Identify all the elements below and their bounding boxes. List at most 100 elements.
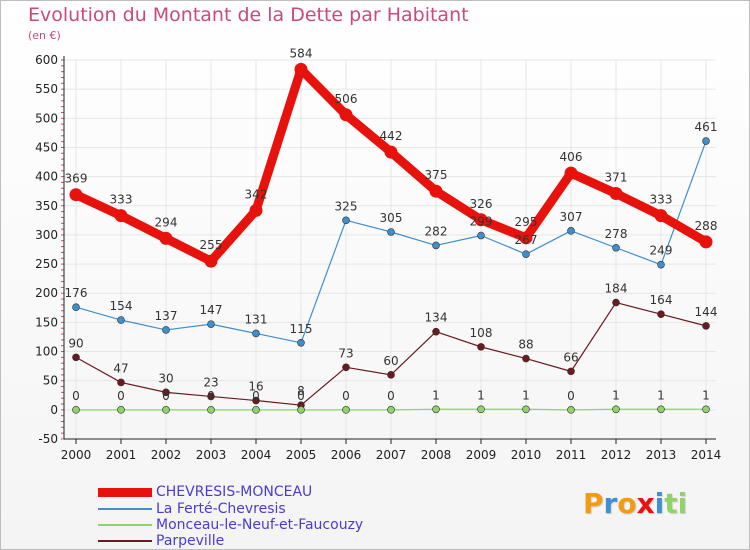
data-point — [699, 235, 713, 249]
data-point — [387, 228, 395, 236]
legend-label: CHEVRESIS-MONCEAU — [156, 484, 313, 500]
y-tick-label: 0 — [50, 403, 58, 417]
data-point — [477, 231, 485, 240]
data-label: 1 — [522, 388, 530, 402]
data-point — [72, 406, 80, 414]
data-label: 30 — [158, 371, 173, 385]
data-label: 154 — [110, 299, 133, 313]
data-label: 461 — [695, 120, 718, 134]
data-point — [432, 241, 440, 250]
data-label: 294 — [155, 215, 178, 229]
data-point — [297, 406, 305, 414]
data-point — [162, 326, 170, 334]
data-label: 23 — [203, 375, 218, 389]
data-point — [339, 108, 353, 122]
data-label: 176 — [65, 286, 88, 300]
data-point — [69, 188, 83, 202]
data-point — [612, 243, 620, 252]
data-label: 115 — [290, 322, 313, 336]
x-tick-label: 2005 — [286, 448, 317, 462]
data-label: 295 — [515, 215, 538, 229]
data-label: 0 — [342, 389, 350, 403]
logo-letter: i — [654, 487, 665, 520]
data-label: 305 — [380, 211, 403, 225]
data-point — [387, 371, 395, 379]
data-label: 375 — [425, 168, 448, 182]
data-label: 0 — [72, 389, 80, 403]
x-tick-label: 2002 — [151, 448, 182, 462]
data-point — [702, 137, 710, 145]
series-1 — [72, 137, 710, 347]
data-point — [522, 250, 530, 258]
data-label: 0 — [297, 389, 305, 403]
data-point — [117, 406, 125, 414]
data-point — [567, 227, 575, 235]
data-point — [159, 231, 173, 245]
x-tick-label: 2011 — [556, 448, 587, 462]
legend-swatch — [98, 524, 152, 526]
data-point — [612, 405, 620, 414]
data-label: 164 — [650, 293, 673, 307]
legend-swatch — [98, 540, 152, 542]
data-point — [117, 378, 125, 387]
chart-unit-label: (en €) — [28, 29, 61, 42]
x-tick-label: 2001 — [106, 448, 137, 462]
data-label: 66 — [563, 350, 578, 364]
data-point — [249, 203, 263, 217]
x-tick-label: 2007 — [376, 448, 407, 462]
data-point — [384, 145, 398, 159]
y-tick-label: 600 — [35, 53, 58, 67]
data-label: 0 — [567, 389, 575, 403]
line-chart: -500501001502002503003504004505005506002… — [35, 46, 721, 462]
series-3 — [72, 298, 710, 409]
data-label: 584 — [290, 46, 313, 60]
y-tick-label: 200 — [35, 286, 58, 300]
data-label: 278 — [605, 227, 628, 241]
logo-letter: i — [677, 487, 688, 520]
legend-swatch — [98, 508, 152, 510]
logo-letter: x — [636, 487, 655, 520]
data-label: 333 — [110, 193, 133, 207]
x-tick-label: 2006 — [331, 448, 362, 462]
data-label: 0 — [207, 389, 215, 403]
data-point — [522, 405, 530, 414]
data-label: 1 — [612, 388, 620, 402]
data-point — [474, 213, 488, 227]
data-label: 137 — [155, 309, 178, 323]
x-tick-label: 2008 — [421, 448, 452, 462]
data-label: 442 — [380, 129, 403, 143]
data-label: 0 — [162, 389, 170, 403]
data-point — [567, 406, 575, 414]
y-tick-label: 50 — [43, 374, 58, 388]
legend-label: Monceau-le-Neuf-et-Faucouzy — [156, 517, 364, 533]
data-point — [72, 353, 80, 362]
data-point — [387, 406, 395, 414]
data-label: 144 — [695, 305, 718, 319]
data-label: 249 — [650, 244, 673, 258]
data-point — [162, 388, 170, 397]
y-tick-label: 350 — [35, 199, 58, 213]
data-point — [432, 405, 440, 414]
y-tick-label: 550 — [35, 82, 58, 96]
y-tick-label: 450 — [35, 140, 58, 154]
data-point — [207, 406, 215, 414]
data-point — [207, 320, 215, 328]
data-point — [519, 231, 533, 245]
data-label: 307 — [560, 210, 583, 224]
data-label: 342 — [245, 187, 268, 201]
data-label: 90 — [68, 336, 83, 350]
data-point — [342, 216, 350, 225]
data-label: 1 — [477, 388, 485, 402]
data-point — [117, 316, 125, 324]
x-tick-label: 2004 — [241, 448, 272, 462]
data-label: 299 — [470, 215, 493, 229]
data-point — [612, 298, 620, 307]
x-tick-label: 2003 — [196, 448, 227, 462]
data-label: 134 — [425, 311, 448, 325]
data-label: 60 — [383, 354, 398, 368]
y-tick-label: 150 — [35, 315, 58, 329]
data-point — [342, 406, 350, 414]
data-point — [702, 405, 710, 414]
legend-swatch — [98, 487, 152, 497]
